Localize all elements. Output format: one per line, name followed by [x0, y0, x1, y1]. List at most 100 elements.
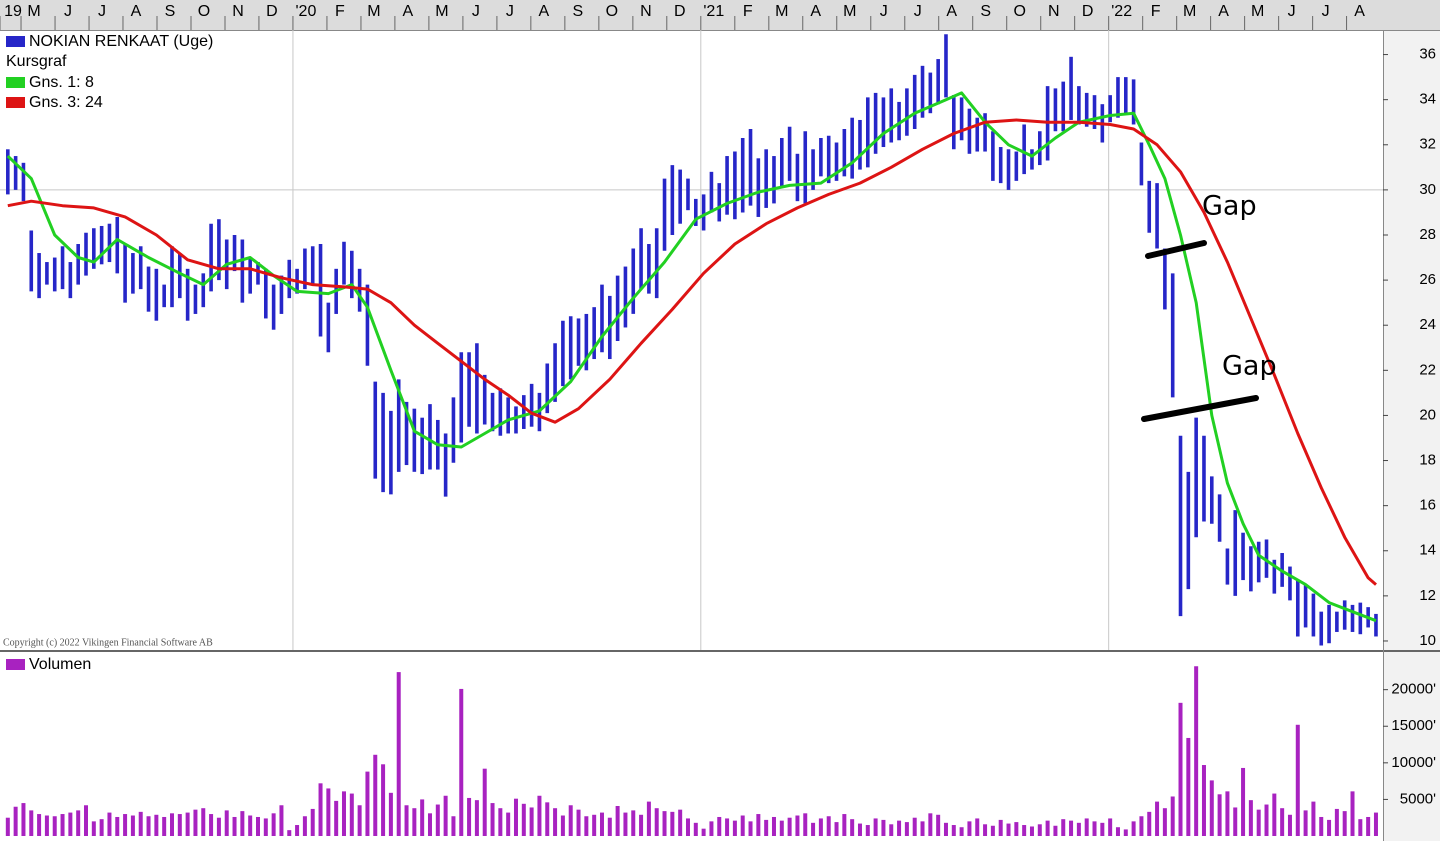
x-tick-label: F	[335, 3, 345, 20]
volume-bar	[130, 815, 135, 836]
volume-bar	[490, 803, 495, 836]
volume-bar	[1147, 811, 1152, 836]
volume-bar	[881, 819, 886, 836]
y-tick-label: 24	[1419, 316, 1436, 333]
volume-bar	[216, 817, 221, 836]
volume-bar	[1006, 823, 1011, 836]
volume-bar	[537, 795, 542, 836]
volume-bar	[1272, 793, 1277, 836]
legend-swatch	[6, 36, 25, 47]
volume-bar	[779, 820, 784, 836]
legend-label: Volumen	[29, 656, 91, 673]
volume-bar	[889, 824, 894, 836]
volume-bar	[193, 809, 198, 836]
volume-bar	[709, 821, 714, 836]
volume-bar	[99, 819, 104, 836]
x-axis-band	[0, 0, 1440, 30]
x-tick-label: A	[946, 3, 957, 20]
volume-bar	[5, 817, 10, 836]
x-tick-label: J	[98, 3, 106, 20]
volume-bar	[1076, 822, 1081, 836]
x-tick-label: F	[1151, 3, 1161, 20]
volume-bar	[1233, 807, 1238, 836]
volume-bar	[91, 821, 96, 836]
volume-bar	[1334, 808, 1339, 836]
volume-bar	[201, 808, 206, 836]
volume-bar	[1084, 818, 1089, 836]
volume-bar	[990, 825, 995, 836]
volume-bar	[725, 818, 730, 836]
volume-bar	[928, 813, 933, 836]
volume-bar	[474, 800, 479, 836]
volume-bar	[255, 816, 260, 836]
volume-bar	[482, 768, 487, 836]
volume-bar	[599, 812, 604, 836]
x-tick-label: '21	[703, 3, 724, 20]
y-tick-label: 10	[1419, 632, 1436, 649]
volume-bar	[897, 820, 902, 836]
volume-bar	[654, 808, 659, 836]
volume-bar	[326, 788, 331, 836]
volume-bar	[1350, 791, 1355, 836]
volume-bar	[1280, 808, 1285, 836]
y-tick-label: 20000'	[1391, 681, 1436, 698]
y-tick-label: 18	[1419, 452, 1436, 469]
volume-bar	[646, 801, 651, 836]
volume-bar	[1319, 816, 1324, 836]
volume-bar	[60, 814, 65, 836]
x-tick-label: F	[743, 3, 753, 20]
annotation: Gap	[1222, 351, 1277, 382]
copyright: Copyright (c) 2022 Vikingen Financial So…	[3, 637, 213, 648]
volume-bar	[693, 822, 698, 836]
y-tick-label: 26	[1419, 271, 1436, 288]
volume-bar	[701, 828, 706, 836]
x-tick-label: J	[64, 3, 72, 20]
volume-bar	[1225, 791, 1230, 836]
x-tick-label: S	[573, 3, 584, 20]
volume-bar	[459, 688, 464, 836]
volume-bar	[271, 813, 276, 836]
volume-bar	[1327, 819, 1332, 836]
volume-bar	[435, 804, 440, 836]
volume-bar	[115, 816, 120, 836]
x-tick-label: A	[810, 3, 821, 20]
volume-bar	[920, 821, 925, 836]
volume-bar	[44, 815, 49, 836]
plot-area	[0, 30, 1383, 841]
volume-bar	[37, 814, 42, 836]
y-tick-label: 10000'	[1391, 754, 1436, 771]
y-tick-label: 16	[1419, 497, 1436, 514]
legend-label: Gns. 3: 24	[29, 94, 103, 111]
volume-bar	[209, 814, 214, 836]
legend-swatch	[6, 97, 25, 108]
volume-bar	[1069, 820, 1074, 836]
volume-bar	[107, 812, 112, 836]
x-tick-label: S	[980, 3, 991, 20]
volume-bar	[795, 815, 800, 836]
volume-bar	[279, 805, 284, 836]
x-tick-label: O	[606, 3, 618, 20]
gap-line	[1141, 395, 1259, 422]
x-tick-label: D	[674, 3, 686, 20]
volume-bar	[427, 813, 432, 836]
volume-bar	[1029, 826, 1034, 836]
volume-bar	[1194, 666, 1199, 836]
volume-bar	[396, 672, 401, 836]
volume-bar	[576, 809, 581, 836]
legend-swatch	[6, 659, 25, 670]
volume-bar	[756, 814, 761, 836]
volume-bar	[185, 812, 190, 836]
volume-bar	[959, 827, 964, 836]
volume-bar	[521, 803, 526, 836]
volume-bar	[1053, 825, 1058, 836]
volume-bar	[764, 819, 769, 836]
y-tick-label: 15000'	[1391, 717, 1436, 734]
x-tick-label: M	[775, 3, 788, 20]
volume-bar	[1186, 737, 1191, 836]
x-tick-label: O	[1013, 3, 1025, 20]
volume-bar	[295, 825, 300, 836]
x-tick-label: M	[435, 3, 448, 20]
volume-bar	[662, 811, 667, 836]
volume-bar	[865, 825, 870, 836]
